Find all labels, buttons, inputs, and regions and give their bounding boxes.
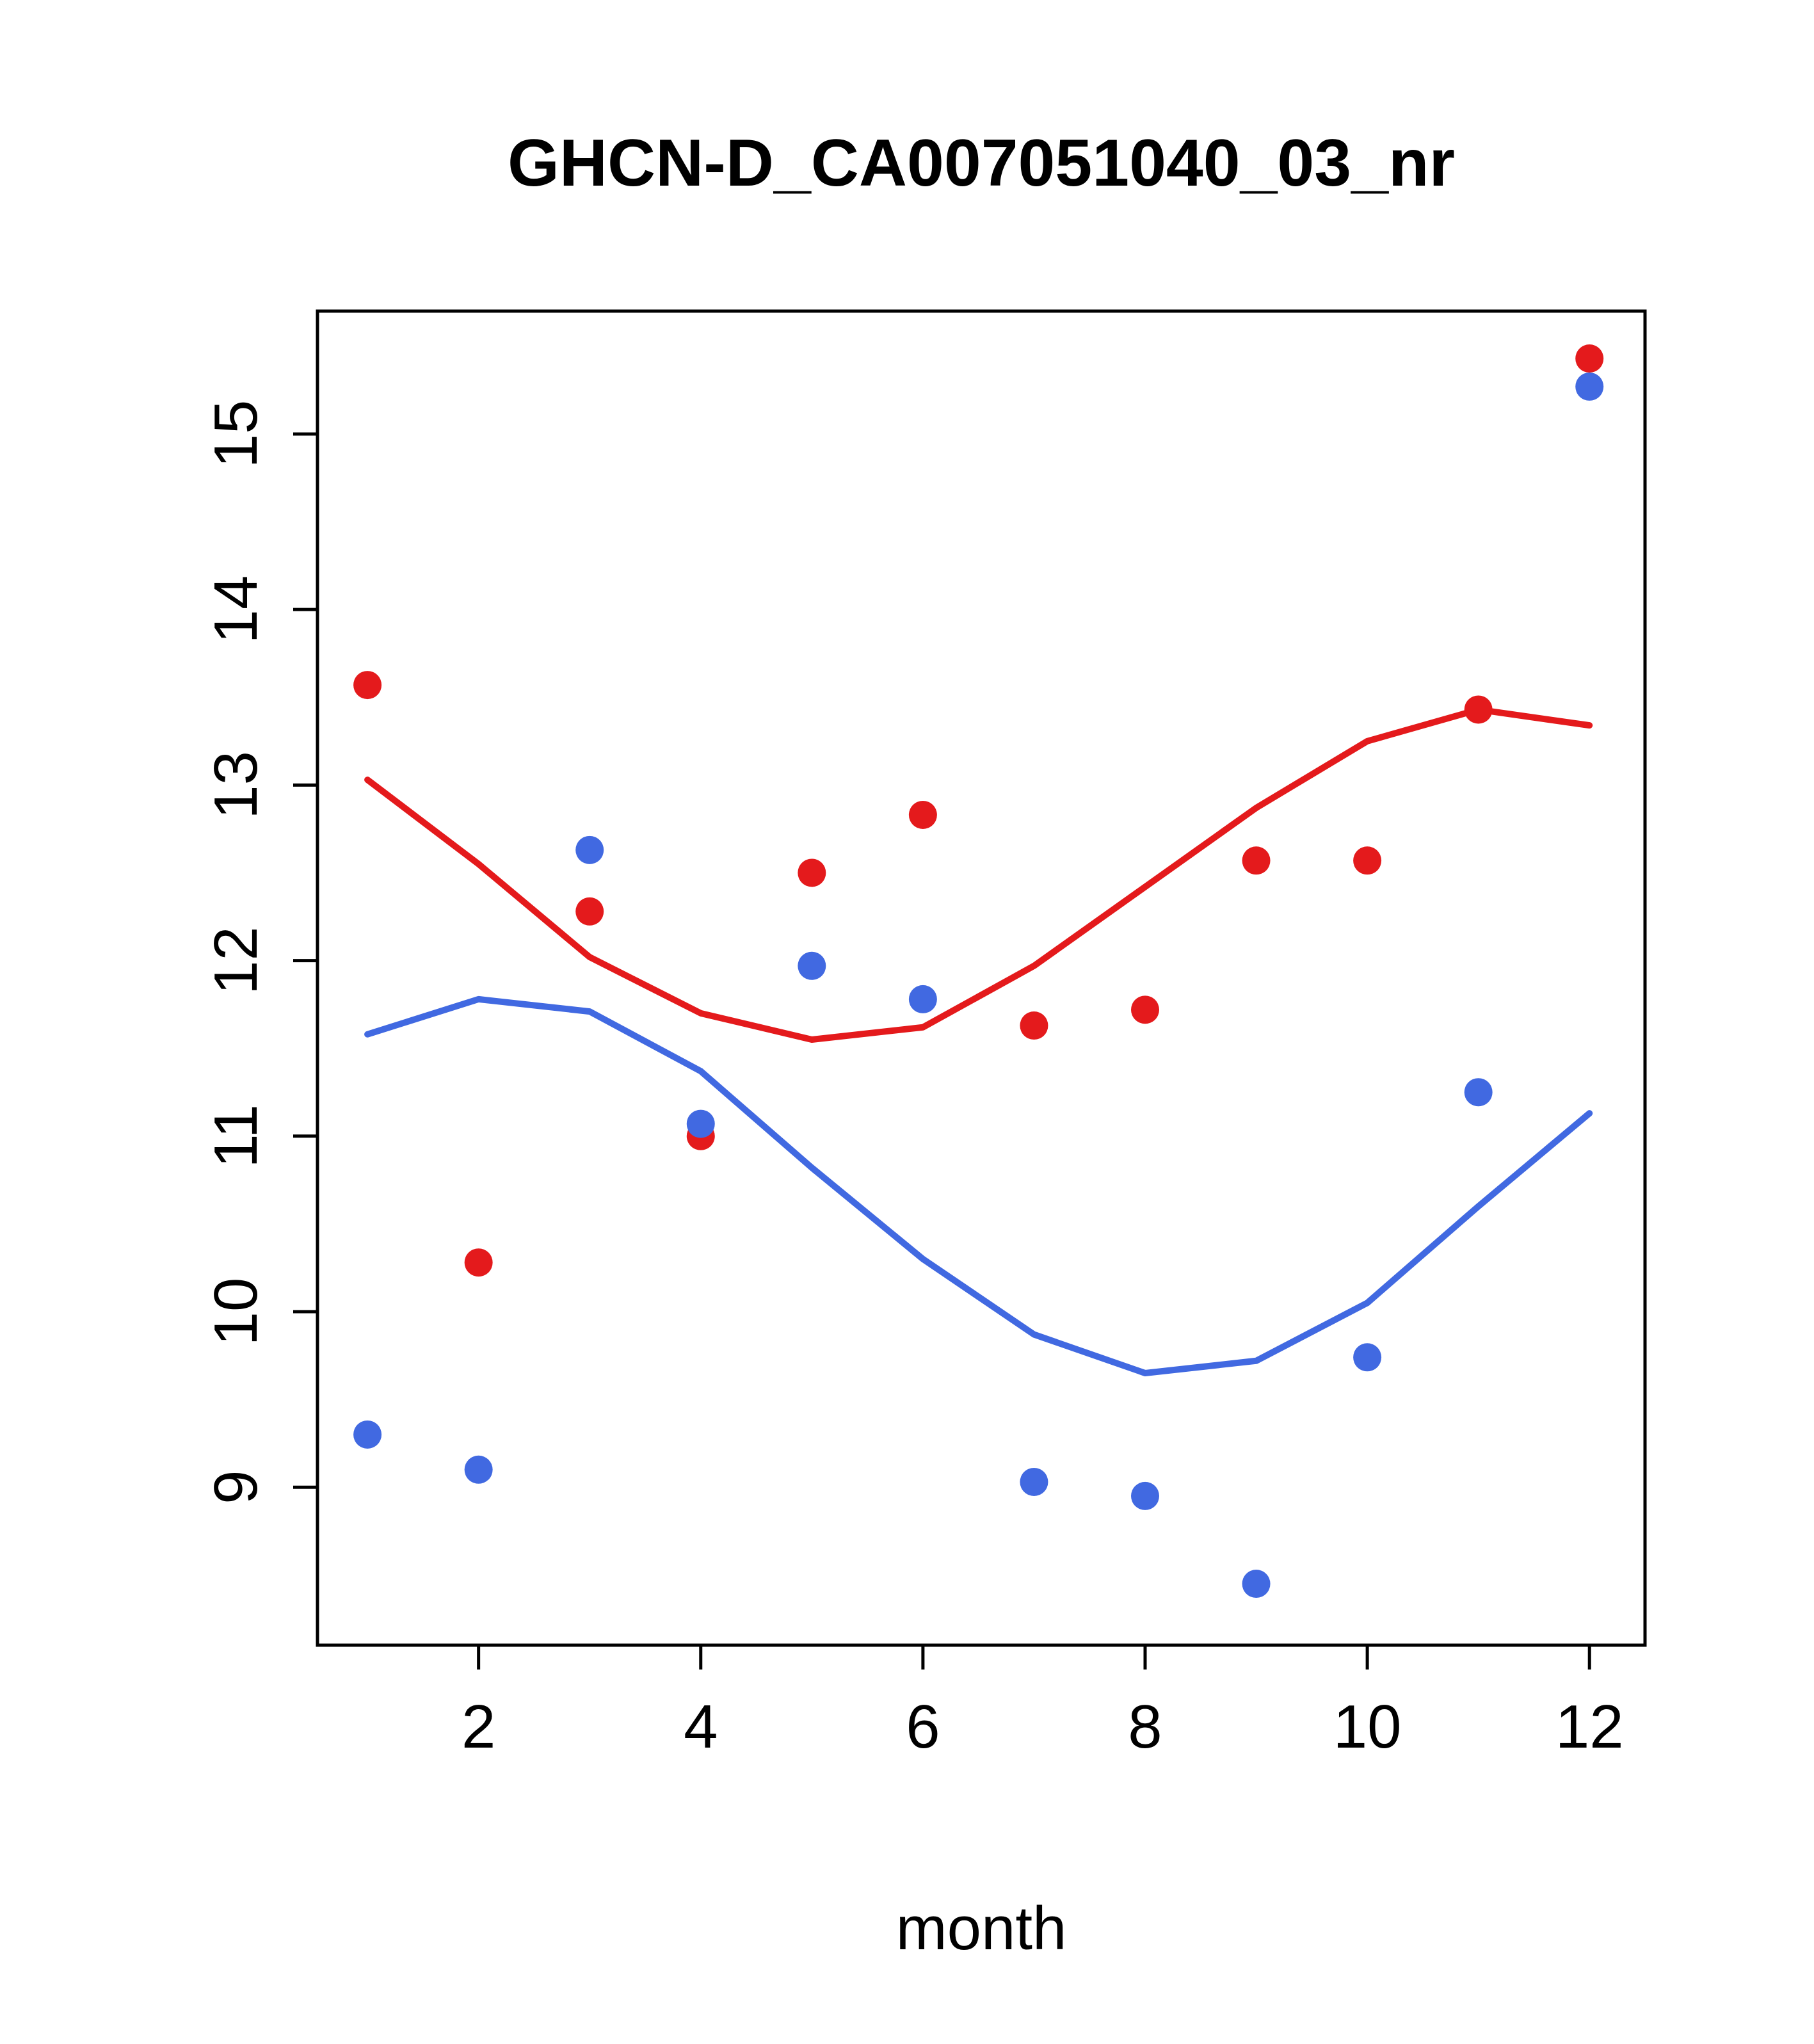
red-points-point bbox=[1575, 344, 1604, 373]
blue-points-point bbox=[575, 835, 604, 864]
y-tick-label: 11 bbox=[202, 1104, 270, 1168]
red-points-point bbox=[464, 1248, 493, 1277]
blue-trend-line bbox=[364, 995, 1593, 1376]
red-trend-line bbox=[364, 706, 1593, 1043]
red-points-point bbox=[1242, 846, 1271, 875]
x-tick-label: 10 bbox=[1333, 1693, 1402, 1761]
blue-points-point bbox=[1130, 1481, 1159, 1510]
red-points-point bbox=[353, 671, 382, 700]
x-tick-label: 6 bbox=[906, 1693, 940, 1761]
red-points-point bbox=[908, 800, 937, 829]
blue-points-point bbox=[1575, 372, 1604, 401]
axes: 2 4 6 8 10 12 9 10 11 12 13 14 15 bbox=[202, 400, 1624, 1761]
blue-points-point bbox=[798, 951, 826, 980]
blue-points-point bbox=[464, 1455, 493, 1484]
red-points-point bbox=[1464, 695, 1493, 724]
blue-points-point bbox=[686, 1109, 715, 1138]
blue-points-point bbox=[1353, 1343, 1382, 1372]
red-points-point bbox=[1353, 846, 1382, 875]
x-tick-label: 12 bbox=[1555, 1693, 1624, 1761]
x-tick-label: 8 bbox=[1128, 1693, 1162, 1761]
y-tick-label: 9 bbox=[202, 1470, 270, 1504]
blue-points-point bbox=[1464, 1078, 1493, 1107]
red-points-point bbox=[798, 858, 826, 887]
y-tick-label: 14 bbox=[202, 575, 270, 644]
y-tick-label: 13 bbox=[202, 751, 270, 819]
blue-points-point bbox=[908, 985, 937, 1013]
x-tick-label: 2 bbox=[462, 1693, 495, 1761]
blue-points-point bbox=[1242, 1570, 1271, 1598]
chart-title: GHCN-D_CA007051040_03_nr bbox=[508, 126, 1455, 200]
red-points-point bbox=[1130, 995, 1159, 1024]
trend-lines bbox=[364, 706, 1593, 1376]
blue-points-point bbox=[353, 1420, 382, 1449]
plot-box bbox=[316, 309, 1647, 1647]
y-tick-label: 15 bbox=[202, 400, 270, 469]
y-tick-label: 12 bbox=[202, 926, 270, 995]
red-points-point bbox=[1020, 1011, 1048, 1040]
x-tick-label: 4 bbox=[684, 1693, 718, 1761]
x-axis-label: month bbox=[896, 1894, 1067, 1963]
y-tick-label: 10 bbox=[202, 1278, 270, 1346]
red-points-point bbox=[575, 897, 604, 926]
plot-border bbox=[316, 309, 1647, 1647]
data-points bbox=[353, 344, 1604, 1598]
blue-points-point bbox=[1020, 1467, 1048, 1496]
